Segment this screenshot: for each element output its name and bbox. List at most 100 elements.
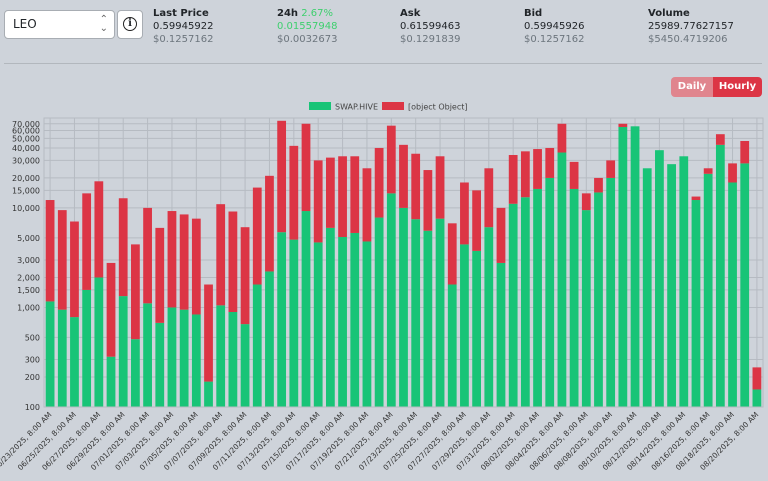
stat-value: 0.01557948 xyxy=(277,21,338,32)
legend-label-swap-hive: SWAP.HIVE xyxy=(335,103,378,112)
legend-label-object: [object Object] xyxy=(408,103,468,112)
bar-object xyxy=(204,284,213,382)
bar-swap-hive xyxy=(423,230,433,407)
y-tick-label: 1,500 xyxy=(17,286,40,295)
select-chevron-icon: ⌃ ⌄ xyxy=(99,14,108,34)
bar-swap-hive xyxy=(752,389,762,407)
bar-swap-hive xyxy=(606,177,616,407)
bar-swap-hive xyxy=(740,163,750,407)
plot-border xyxy=(43,117,764,408)
bar-object xyxy=(70,221,79,318)
stat-label: Ask xyxy=(400,8,421,19)
legend-swatch-swap-hive xyxy=(309,102,331,110)
y-tick-label: 15,000 xyxy=(12,186,40,195)
bar-swap-hive xyxy=(557,152,567,407)
stat-usd: $0.1257162 xyxy=(153,34,214,45)
stat-pct: 2.67% xyxy=(301,8,334,19)
y-tick-label: 50,000 xyxy=(12,134,40,143)
bar-swap-hive xyxy=(313,242,323,407)
bar-object xyxy=(423,170,433,231)
bar-object xyxy=(277,120,287,233)
y-tick-label: 3,000 xyxy=(17,256,40,265)
stat-label: 24h xyxy=(277,8,299,19)
bar-object xyxy=(106,262,116,357)
bar-object xyxy=(167,211,177,308)
bar-swap-hive xyxy=(703,173,713,407)
market-select[interactable]: LEO ⌃ ⌄ xyxy=(4,10,115,39)
bar-swap-hive xyxy=(216,305,226,407)
legend-swatch-object xyxy=(382,102,404,110)
stat-value: 0.61599463 xyxy=(400,21,461,32)
bar-swap-hive xyxy=(691,200,701,407)
stat-value: 0.59945922 xyxy=(153,21,214,32)
bar-swap-hive xyxy=(667,164,676,407)
bar-object xyxy=(533,149,542,189)
bar-object xyxy=(399,144,408,208)
bar-object xyxy=(752,367,762,390)
bar-object xyxy=(82,193,92,290)
stat-label: Volume xyxy=(648,8,690,19)
bar-swap-hive xyxy=(630,126,640,408)
bar-object xyxy=(520,151,530,198)
bar-swap-hive xyxy=(70,317,79,407)
divider xyxy=(4,63,762,64)
bar-swap-hive xyxy=(496,262,506,407)
y-tick-label: 60,000 xyxy=(12,126,40,135)
bar-swap-hive xyxy=(45,301,55,407)
bar-swap-hive xyxy=(569,188,579,407)
y-tick-label: 70,000 xyxy=(12,120,40,129)
bar-object xyxy=(228,211,238,313)
bar-object xyxy=(594,177,603,193)
stat-ask: Ask 0.61599463 $0.1291839 xyxy=(400,7,460,46)
bar-object xyxy=(240,227,250,325)
bar-swap-hive xyxy=(545,177,555,407)
bar-object xyxy=(435,156,445,219)
stat-last-price: Last Price 0.59945922 $0.1257162 xyxy=(153,7,213,46)
bar-object xyxy=(57,210,67,310)
bar-swap-hive xyxy=(350,232,360,407)
bar-object xyxy=(569,161,579,189)
stat-usd: $0.0032673 xyxy=(277,34,338,45)
y-tick-label: 40,000 xyxy=(12,144,40,153)
bar-object xyxy=(557,123,567,153)
bar-swap-hive xyxy=(131,339,140,407)
info-button[interactable]: i xyxy=(117,10,143,39)
bar-object xyxy=(265,175,274,272)
stat-label: Bid xyxy=(524,8,543,19)
bar-object xyxy=(447,223,457,285)
bar-swap-hive xyxy=(581,210,591,407)
daily-button[interactable]: Daily xyxy=(671,77,713,97)
y-tick-label: 200 xyxy=(25,373,40,382)
y-tick-label: 10,000 xyxy=(12,204,40,213)
bar-swap-hive xyxy=(362,241,372,407)
bar-swap-hive xyxy=(618,126,628,408)
bar-swap-hive xyxy=(642,168,652,407)
stat-24h: 24h 2.67% 0.01557948 $0.0032673 xyxy=(277,7,337,46)
bar-object xyxy=(728,163,737,183)
bar-swap-hive xyxy=(472,250,482,407)
stat-usd: $0.1291839 xyxy=(400,34,461,45)
bar-object xyxy=(740,140,750,164)
bar-swap-hive xyxy=(106,356,116,407)
bar-swap-hive xyxy=(191,314,201,407)
bar-swap-hive xyxy=(508,203,518,407)
bar-swap-hive xyxy=(386,193,396,407)
bar-swap-hive xyxy=(204,381,213,407)
bar-swap-hive xyxy=(460,244,469,407)
bar-object xyxy=(118,198,128,297)
bar-object xyxy=(301,123,311,212)
bar-swap-hive xyxy=(520,197,530,407)
bar-swap-hive xyxy=(484,227,494,407)
bar-object xyxy=(508,154,518,204)
bar-object xyxy=(350,156,360,233)
bar-object xyxy=(45,200,55,302)
bar-swap-hive xyxy=(240,324,250,407)
bar-object xyxy=(338,156,347,238)
bar-object xyxy=(411,153,421,220)
bar-object xyxy=(216,204,226,306)
bar-object xyxy=(606,160,616,178)
bar-object xyxy=(386,125,396,194)
hourly-button[interactable]: Hourly xyxy=(713,77,762,97)
bar-swap-hive xyxy=(533,188,542,407)
